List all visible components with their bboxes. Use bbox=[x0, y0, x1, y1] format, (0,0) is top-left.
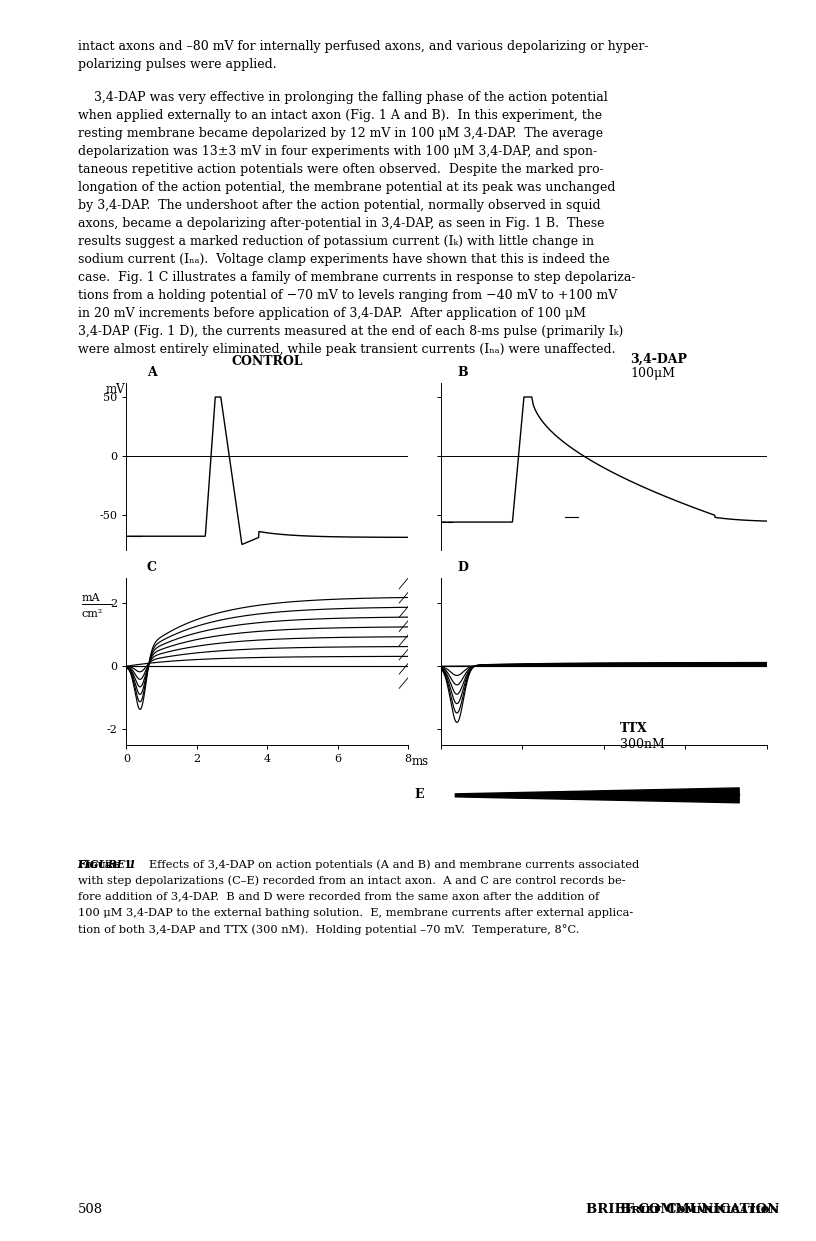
Text: depolarization was 13±3 mV in four experiments with 100 μM 3,4-DAP, and spon-: depolarization was 13±3 mV in four exper… bbox=[78, 145, 596, 158]
Text: cm²: cm² bbox=[82, 609, 103, 619]
Text: 508: 508 bbox=[78, 1204, 103, 1216]
Text: case.  Fig. 1 C illustrates a family of membrane currents in response to step de: case. Fig. 1 C illustrates a family of m… bbox=[78, 271, 635, 283]
Text: sodium current (Iₙₐ).  Voltage clamp experiments have shown that this is indeed : sodium current (Iₙₐ). Voltage clamp expe… bbox=[78, 253, 610, 266]
Text: 300nM: 300nM bbox=[620, 738, 665, 752]
Text: TTX: TTX bbox=[620, 722, 648, 736]
Text: CONTROL: CONTROL bbox=[232, 355, 303, 369]
Text: D: D bbox=[457, 561, 468, 575]
Text: in 20 mV increments before application of 3,4-DAP.  After application of 100 μM: in 20 mV increments before application o… bbox=[78, 307, 586, 319]
Text: tion of both 3,4-DAP and TTX (300 nM).  Holding potential –70 mV.  Temperature, : tion of both 3,4-DAP and TTX (300 nM). H… bbox=[78, 925, 579, 934]
Text: E: E bbox=[415, 788, 424, 802]
Text: mA: mA bbox=[82, 593, 100, 603]
Text: by 3,4-DAP.  The undershoot after the action potential, normally observed in squ: by 3,4-DAP. The undershoot after the act… bbox=[78, 199, 600, 211]
Text: 3,4-DAP (Fig. 1 D), the currents measured at the end of each 8-ms pulse (primari: 3,4-DAP (Fig. 1 D), the currents measure… bbox=[78, 325, 623, 338]
Text: were almost entirely eliminated, while peak transient currents (Iₙₐ) were unaffe: were almost entirely eliminated, while p… bbox=[78, 343, 615, 355]
Text: Fɪɢᴜʀᴇ 1: Fɪɢᴜʀᴇ 1 bbox=[78, 860, 131, 870]
Text: polarizing pulses were applied.: polarizing pulses were applied. bbox=[78, 58, 276, 71]
Text: longation of the action potential, the membrane potential at its peak was unchan: longation of the action potential, the m… bbox=[78, 181, 615, 194]
Text: BRIEF COMMUNICATION: BRIEF COMMUNICATION bbox=[586, 1204, 779, 1216]
Text: A: A bbox=[147, 366, 157, 380]
Text: ms: ms bbox=[412, 756, 429, 768]
Text: FIGURE 1: FIGURE 1 bbox=[78, 860, 136, 870]
Text: Bʀɪᴇꜰ Cᴏᴍᴍᴜɴɪᴄᴀᴛɪᴏɴ: Bʀɪᴇꜰ Cᴏᴍᴍᴜɴɪᴄᴀᴛɪᴏɴ bbox=[620, 1204, 779, 1216]
Text: C: C bbox=[147, 561, 157, 575]
Text: B: B bbox=[457, 366, 468, 380]
Text: taneous repetitive action potentials were often observed.  Despite the marked pr: taneous repetitive action potentials wer… bbox=[78, 163, 603, 175]
Text: with step depolarizations (C–E) recorded from an intact axon.  A and C are contr: with step depolarizations (C–E) recorded… bbox=[78, 876, 625, 886]
Text: results suggest a marked reduction of potassium current (Iₖ) with little change : results suggest a marked reduction of po… bbox=[78, 235, 594, 247]
Text: when applied externally to an intact axon (Fig. 1 A and B).  In this experiment,: when applied externally to an intact axo… bbox=[78, 109, 601, 122]
Text: resting membrane became depolarized by 12 mV in 100 μM 3,4-DAP.  The average: resting membrane became depolarized by 1… bbox=[78, 127, 603, 139]
Text: intact axons and –80 mV for internally perfused axons, and various depolarizing : intact axons and –80 mV for internally p… bbox=[78, 40, 648, 52]
Text: fore addition of 3,4-DAP.  B and D were recorded from the same axon after the ad: fore addition of 3,4-DAP. B and D were r… bbox=[78, 892, 599, 902]
Text: 100μM: 100μM bbox=[630, 367, 675, 381]
Text: mV: mV bbox=[106, 383, 126, 396]
Text: 3,4-DAP was very effective in prolonging the falling phase of the action potenti: 3,4-DAP was very effective in prolonging… bbox=[78, 91, 607, 103]
Text: tions from a holding potential of −70 mV to levels ranging from −40 mV to +100 m: tions from a holding potential of −70 mV… bbox=[78, 289, 617, 302]
Text: 100 μM 3,4-DAP to the external bathing solution.  E, membrane currents after ext: 100 μM 3,4-DAP to the external bathing s… bbox=[78, 908, 632, 918]
Text: Effects of 3,4-DAP on action potentials (A and B) and membrane currents associat: Effects of 3,4-DAP on action potentials … bbox=[149, 860, 640, 870]
Text: axons, became a depolarizing after-potential in 3,4-DAP, as seen in Fig. 1 B.  T: axons, became a depolarizing after-poten… bbox=[78, 217, 604, 230]
Text: 3,4-DAP: 3,4-DAP bbox=[630, 352, 687, 366]
